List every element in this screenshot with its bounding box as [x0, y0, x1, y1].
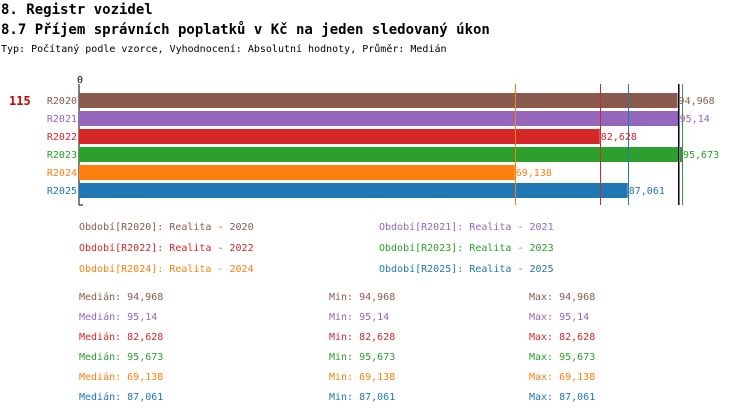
stat-min: Min: 94,968 [329, 292, 396, 303]
value-label-r2020: 94,968 [679, 96, 715, 107]
category-label-r2023: R2023 [47, 150, 77, 161]
value-label-r2025: 87,061 [629, 186, 665, 197]
category-label-r2021: R2021 [47, 114, 77, 125]
legend-item: Období[R2025]: Realita - 2025 [379, 264, 554, 275]
stat-max: Max: 82,628 [529, 332, 596, 343]
bar-r2022 [79, 129, 600, 144]
value-label-r2022: 82,628 [601, 132, 637, 143]
chart-subtitle: Typ: Počítaný podle vzorce, Vyhodnocení:… [1, 44, 447, 55]
bar-r2024 [79, 165, 515, 180]
stat-median: Medián: 95,673 [79, 352, 164, 363]
bar-r2020 [79, 93, 678, 108]
value-label-r2024: 69,138 [516, 168, 552, 179]
value-label-r2023: 95,673 [683, 150, 719, 161]
stat-max: Max: 95,14 [529, 312, 590, 323]
legend-item: Období[R2022]: Realita - 2022 [79, 243, 254, 254]
stat-min: Min: 87,061 [329, 392, 396, 403]
section-title: 8. Registr vozidel [1, 2, 153, 18]
stat-max: Max: 87,061 [529, 392, 596, 403]
stat-min: Min: 95,14 [329, 312, 390, 323]
stat-min: Min: 95,673 [329, 352, 396, 363]
stat-min: Min: 69,138 [329, 372, 396, 383]
stat-max: Max: 69,138 [529, 372, 596, 383]
legend-item: Období[R2021]: Realita - 2021 [379, 222, 554, 233]
stat-median: Medián: 94,968 [79, 292, 164, 303]
legend-item: Období[R2024]: Realita - 2024 [79, 264, 254, 275]
category-label-r2025: R2025 [47, 186, 77, 197]
legend-item: Období[R2020]: Realita - 2020 [79, 222, 254, 233]
bar-r2025 [79, 183, 628, 198]
bar-r2021 [79, 111, 679, 126]
legend-item: Období[R2023]: Realita - 2023 [379, 243, 554, 254]
category-label-r2024: R2024 [47, 168, 77, 179]
stat-median: Medián: 95,14 [79, 312, 158, 323]
value-label-r2021: 95,14 [680, 114, 710, 125]
page-title: 8.7 Příjem správních poplatků v Kč na je… [1, 22, 490, 38]
category-label-r2020: R2020 [47, 96, 77, 107]
stat-median: Medián: 87,061 [79, 392, 164, 403]
bar-r2023 [79, 147, 682, 162]
axis-zero-label: 0 [77, 75, 84, 86]
indicator-value: 115 [9, 94, 31, 108]
category-label-r2022: R2022 [47, 132, 77, 143]
stat-median: Medián: 82,628 [79, 332, 164, 343]
stat-max: Max: 94,968 [529, 292, 596, 303]
stat-max: Max: 95,673 [529, 352, 596, 363]
stat-median: Medián: 69,138 [79, 372, 164, 383]
stat-min: Min: 82,628 [329, 332, 396, 343]
bar-chart: R2020 R2021 R2022 R2023 R2024 R2025 94,968 95,1… [47, 84, 719, 206]
